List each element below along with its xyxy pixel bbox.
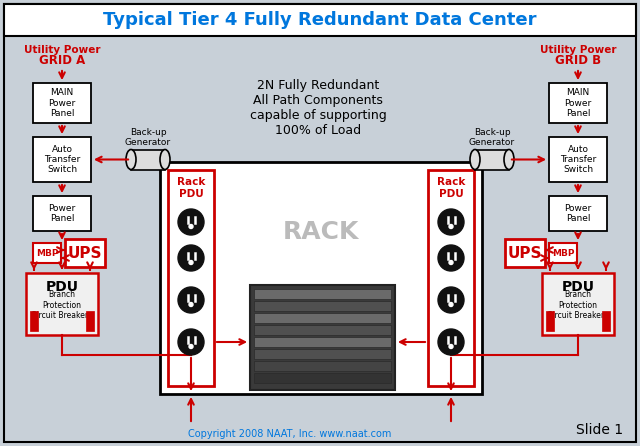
Text: Branch
Protection
Circuit Breakers: Branch Protection Circuit Breakers: [31, 290, 93, 320]
Text: 2N Fully Redundant
All Path Components
capable of supporting
100% of Load: 2N Fully Redundant All Path Components c…: [250, 79, 387, 137]
Text: Power
Panel: Power Panel: [49, 204, 76, 223]
Bar: [33, 243, 61, 263]
Bar: [26, 273, 98, 335]
Circle shape: [449, 302, 453, 306]
Bar: [65, 239, 105, 267]
Circle shape: [178, 329, 204, 355]
Text: Power
Panel: Power Panel: [564, 204, 591, 223]
Circle shape: [449, 344, 453, 348]
Text: Back-up
Generator: Back-up Generator: [125, 128, 171, 147]
Bar: [428, 170, 474, 386]
Bar: [602, 311, 610, 331]
Bar: [86, 311, 94, 331]
Circle shape: [189, 302, 193, 306]
Circle shape: [449, 224, 453, 228]
Bar: [549, 243, 577, 263]
Bar: [546, 311, 554, 331]
Text: RACK: RACK: [283, 220, 359, 244]
Bar: [254, 301, 391, 311]
Bar: [131, 149, 165, 169]
Circle shape: [438, 209, 464, 235]
Bar: [33, 83, 91, 123]
Circle shape: [178, 287, 204, 313]
Bar: [254, 361, 391, 371]
Bar: [250, 285, 395, 390]
Bar: [33, 196, 91, 231]
Text: PDU: PDU: [561, 280, 595, 294]
Circle shape: [189, 260, 193, 264]
Text: PDU: PDU: [45, 280, 79, 294]
Bar: [33, 137, 91, 182]
Bar: [475, 149, 509, 169]
Bar: [254, 349, 391, 359]
Ellipse shape: [504, 149, 514, 169]
Text: MBP: MBP: [36, 248, 58, 257]
Text: GRID A: GRID A: [39, 54, 85, 66]
Circle shape: [189, 224, 193, 228]
Text: Auto
Transfer
Switch: Auto Transfer Switch: [44, 145, 80, 174]
Text: Utility Power: Utility Power: [24, 45, 100, 55]
Circle shape: [178, 209, 204, 235]
Text: Auto
Transfer
Switch: Auto Transfer Switch: [560, 145, 596, 174]
Ellipse shape: [470, 149, 480, 169]
Text: UPS: UPS: [68, 245, 102, 260]
Bar: [30, 311, 38, 331]
Text: Rack
PDU: Rack PDU: [437, 177, 465, 199]
Bar: [549, 137, 607, 182]
Bar: [168, 170, 214, 386]
Bar: [160, 162, 482, 394]
Text: MAIN
Power
Panel: MAIN Power Panel: [49, 88, 76, 118]
Bar: [4, 4, 636, 36]
Text: GRID B: GRID B: [555, 54, 601, 66]
Bar: [505, 239, 545, 267]
Text: Branch
Protection
Circuit Breakers: Branch Protection Circuit Breakers: [547, 290, 609, 320]
Bar: [254, 289, 391, 299]
Circle shape: [178, 245, 204, 271]
Bar: [542, 273, 614, 335]
Circle shape: [438, 245, 464, 271]
Text: MAIN
Power
Panel: MAIN Power Panel: [564, 88, 591, 118]
Ellipse shape: [126, 149, 136, 169]
Ellipse shape: [160, 149, 170, 169]
Text: Typical Tier 4 Fully Redundant Data Center: Typical Tier 4 Fully Redundant Data Cent…: [103, 11, 537, 29]
Text: Rack
PDU: Rack PDU: [177, 177, 205, 199]
Bar: [549, 196, 607, 231]
Text: UPS: UPS: [508, 245, 542, 260]
Circle shape: [189, 344, 193, 348]
Circle shape: [438, 329, 464, 355]
Bar: [254, 325, 391, 335]
Circle shape: [438, 287, 464, 313]
Text: MBP: MBP: [552, 248, 574, 257]
Bar: [254, 313, 391, 323]
Text: Back-up
Generator: Back-up Generator: [469, 128, 515, 147]
Bar: [254, 373, 391, 383]
Text: Copyright 2008 NAAT, Inc. www.naat.com: Copyright 2008 NAAT, Inc. www.naat.com: [188, 429, 392, 439]
Bar: [549, 83, 607, 123]
Text: Slide 1: Slide 1: [577, 423, 623, 437]
Text: Utility Power: Utility Power: [540, 45, 616, 55]
Circle shape: [449, 260, 453, 264]
Bar: [254, 337, 391, 347]
